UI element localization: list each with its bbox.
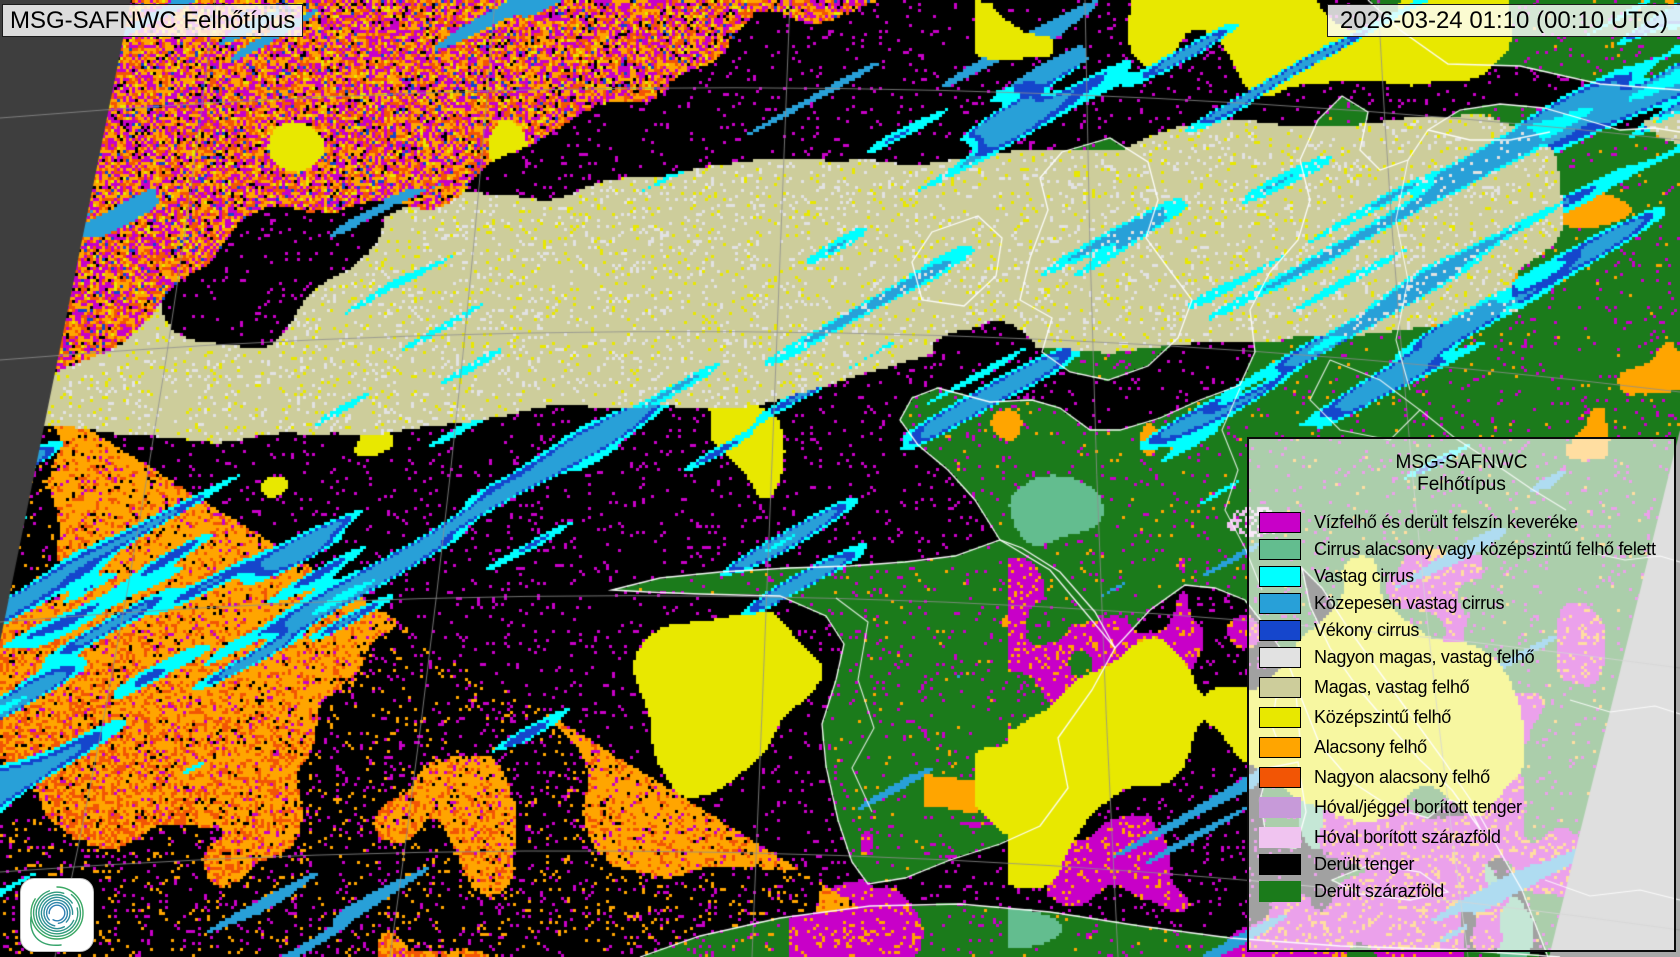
legend-color-swatch [1259,512,1301,533]
legend-panel: MSG-SAFNWC Felhőtípus Vízfelhő és derült… [1247,437,1676,952]
legend-color-swatch [1259,707,1301,728]
legend-item: Derült tenger [1259,854,1674,875]
legend-item-label: Alacsony felhő [1314,737,1427,757]
legend-item: Nagyon magas, vastag felhő [1259,647,1674,668]
legend-item: Vízfelhő és derült felszín keveréke [1259,512,1674,533]
legend-item-label: Közepesen vastag cirrus [1314,593,1505,613]
legend-item-label: Derült tenger [1314,854,1415,874]
product-title-label: MSG-SAFNWC Felhőtípus [2,4,304,37]
legend-color-swatch [1259,593,1301,614]
timestamp-label: 2026-03-24 01:10 (00:10 UTC) [1327,4,1680,37]
legend-item: Vékony cirrus [1259,620,1674,641]
legend-color-swatch [1259,737,1301,758]
legend-item-label: Derült szárazföld [1314,881,1444,901]
legend-item: Cirrus alacsony vagy középszintű felhő f… [1259,539,1674,560]
legend-color-swatch [1259,854,1301,875]
legend-item: Derült szárazföld [1259,881,1674,902]
legend-color-swatch [1259,539,1301,560]
legend-item: Közepesen vastag cirrus [1259,593,1674,614]
legend-item-label: Magas, vastag felhő [1314,677,1470,697]
legend-item-label: Vékony cirrus [1314,620,1420,640]
legend-color-swatch [1259,677,1301,698]
legend-item: Nagyon alacsony felhő [1259,767,1674,788]
legend-color-swatch [1259,566,1301,587]
legend-item-label: Vízfelhő és derült felszín keveréke [1314,512,1578,532]
legend-item: Hóval/jéggel borított tenger [1259,797,1674,818]
spiral-icon [30,886,84,946]
legend-color-swatch [1259,767,1301,788]
legend-item: Hóval borított szárazföld [1259,827,1674,848]
legend-item: Alacsony felhő [1259,737,1674,758]
legend-color-swatch [1259,827,1301,848]
legend-color-swatch [1259,881,1301,902]
legend-color-swatch [1259,647,1301,668]
legend-subtitle: Felhőtípus [1417,474,1506,495]
legend-item-label: Középszintű felhő [1314,707,1451,727]
legend-color-swatch [1259,797,1301,818]
legend-item-label: Nagyon magas, vastag felhő [1314,647,1535,667]
legend-item: Magas, vastag felhő [1259,677,1674,698]
legend-item: Középszintű felhő [1259,707,1674,728]
legend-items: Vízfelhő és derült felszín keveréke Cirru… [1259,512,1674,902]
legend-item-label: Hóval/jéggel borított tenger [1314,797,1522,817]
legend-item-label: Hóval borított szárazföld [1314,827,1501,847]
legend-item: Vastag cirrus [1259,566,1674,587]
legend-item-label: Vastag cirrus [1314,566,1414,586]
legend-item-label: Nagyon alacsony felhő [1314,767,1490,787]
met-service-logo [20,878,94,952]
legend-color-swatch [1259,620,1301,641]
legend-item-label: Cirrus alacsony vagy középszintű felhő f… [1314,539,1656,559]
legend-title: MSG-SAFNWC [1395,452,1528,473]
